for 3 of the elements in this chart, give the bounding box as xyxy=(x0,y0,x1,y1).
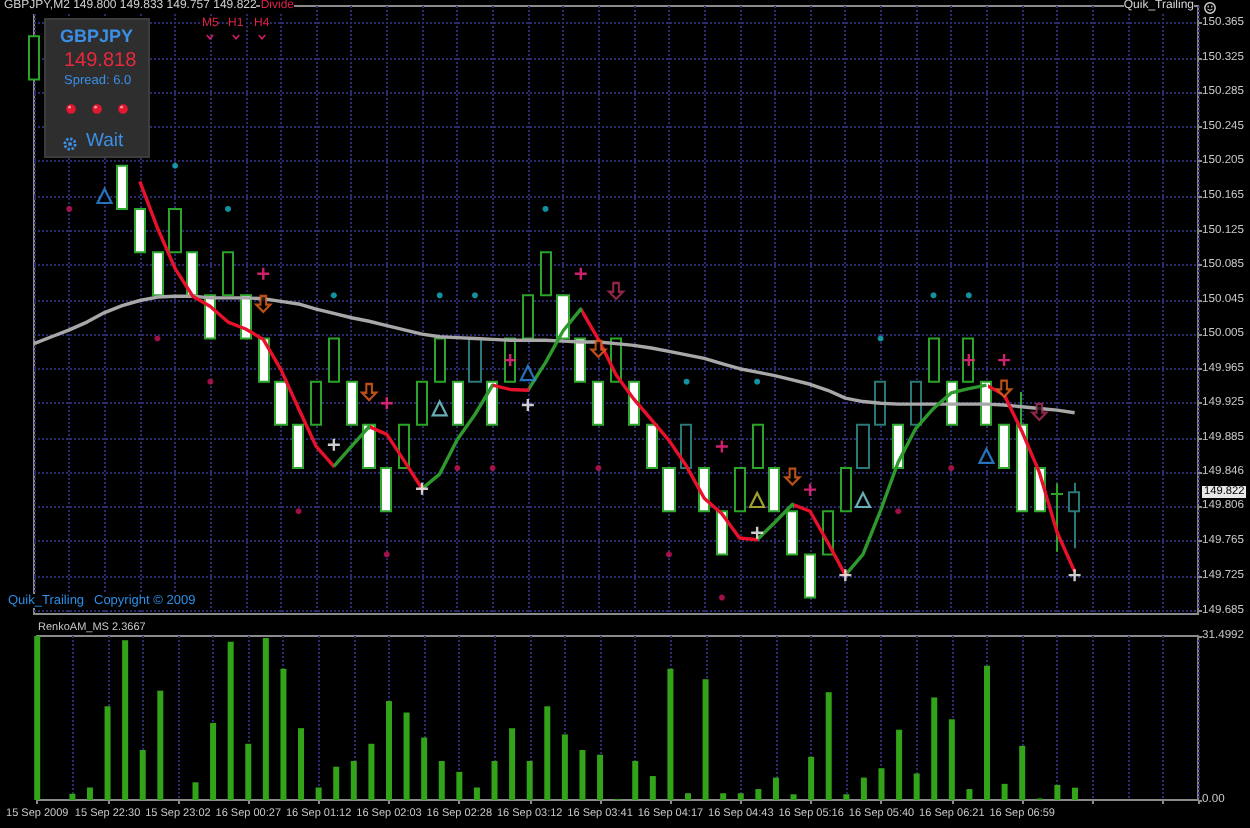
annotation: GBPJPY xyxy=(60,26,134,48)
annotation: 149.818 xyxy=(64,50,137,72)
annotation: Wait xyxy=(86,130,124,153)
